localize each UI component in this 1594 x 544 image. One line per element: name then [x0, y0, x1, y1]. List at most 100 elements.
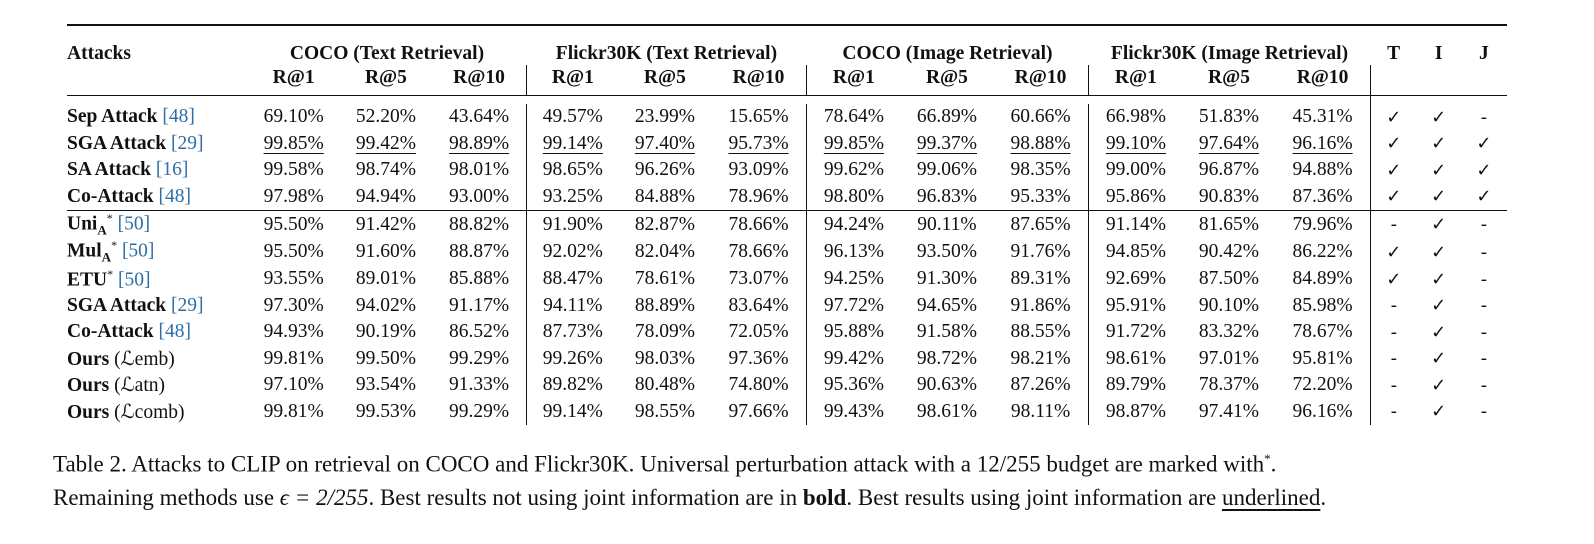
table-cell: 93.55%	[263, 268, 324, 290]
citation-link[interactable]: [50]	[117, 269, 151, 291]
header-metric: R@5	[925, 67, 968, 88]
table-row: MulA* [50] 95.50% 91.60% 88.87% 92.02% 82.04%…	[67, 238, 1507, 266]
table-cell: 78.37%	[1198, 374, 1260, 396]
table-cell: 94.85%	[1087, 238, 1183, 266]
attack-label: Ours	[67, 348, 110, 370]
table-cell: 74.80%	[728, 374, 789, 396]
attack-label: Uni	[67, 213, 98, 235]
table-cell: 99.85%	[805, 130, 901, 157]
table-cell: 87.65%	[993, 210, 1089, 239]
checkmark-icon: ✓	[1431, 295, 1447, 317]
citation-link[interactable]: [50]	[117, 213, 151, 235]
table-cell: 72.20%	[1292, 374, 1353, 396]
table-cell: 98.87%	[1087, 398, 1183, 425]
table-cell: 97.41%	[1198, 400, 1260, 422]
table-cell: 79.96%	[1275, 210, 1371, 239]
table-cell: 80.48%	[634, 374, 695, 396]
header-group-flickr-image: Flickr30K (Image Retrieval)	[1088, 24, 1371, 65]
table-cell: 92.69%	[1087, 265, 1183, 293]
table-cell: 95.88%	[805, 318, 901, 346]
table-cell: 98.01%	[448, 159, 510, 181]
header-group-flickr-text: Flickr30K (Text Retrieval)	[526, 24, 807, 65]
table-cell: 99.81%	[263, 400, 324, 422]
table-cell: 98.03%	[634, 347, 695, 369]
table-body: Sep Attack [48] 69.10% 52.20% 43.64% 49.57% 2…	[67, 104, 1507, 425]
header-group-coco-image: COCO (Image Retrieval)	[806, 24, 1089, 65]
checkmark-icon: ✓	[1431, 374, 1447, 396]
table-row: Ours (ℒcomb) 99.81% 99.53% 99.29% 99.14% 98.5…	[67, 398, 1507, 425]
table-cell: 96.83%	[916, 185, 977, 207]
table-cell: 87.73%	[525, 318, 619, 346]
citation-link[interactable]: [48]	[162, 106, 195, 128]
table-cell: 92.02%	[525, 238, 619, 266]
dash-icon: -	[1460, 210, 1507, 239]
citation-link[interactable]: [29]	[171, 132, 204, 154]
table-cell: 99.62%	[805, 157, 901, 184]
table-cell: 78.96%	[728, 185, 789, 207]
caption-text: . Best results using joint information a…	[846, 484, 1222, 510]
table-cell: 73.07%	[728, 268, 789, 290]
dash-icon: -	[1480, 374, 1488, 396]
table-row: ETU* [50] 93.55% 89.01% 85.88% 88.47% 78.61% 7…	[67, 265, 1507, 293]
checkmark-icon: ✓	[1370, 157, 1417, 184]
header-flag-t: T	[1370, 24, 1417, 65]
table-cell: 78.67%	[1292, 321, 1353, 343]
table-cell: 97.10%	[263, 374, 324, 396]
attack-label: Co-Attack	[67, 185, 154, 207]
table-cell: 96.16%	[1292, 400, 1353, 422]
row-attack-name: SA Attack [16]	[67, 157, 248, 184]
row-attack-name: Ours (ℒatn)	[67, 372, 248, 399]
header-metric: R@10	[1296, 67, 1349, 88]
table-cell: 99.29%	[448, 400, 510, 422]
table-cell: 90.10%	[1198, 294, 1260, 316]
table-cell: 91.90%	[525, 210, 619, 239]
table-cell: 82.87%	[618, 210, 712, 239]
citation-link[interactable]: [29]	[171, 294, 204, 316]
dash-icon: -	[1480, 106, 1488, 128]
table-cell: 91.60%	[355, 241, 416, 263]
caption-text: . Best results not using joint informati…	[368, 484, 803, 510]
attack-subscript: A	[97, 222, 107, 238]
table-cell: 96.13%	[805, 238, 901, 266]
row-attack-name: Ours (ℒemb)	[67, 345, 248, 372]
citation-link[interactable]: [16]	[155, 159, 189, 181]
table-cell: 90.42%	[1198, 241, 1260, 263]
row-attack-name: Co-Attack [48]	[67, 319, 248, 346]
table-cell: 88.82%	[432, 210, 527, 239]
dash-icon: -	[1480, 321, 1488, 343]
citation-link[interactable]: [48]	[158, 321, 192, 343]
results-table: Attacks COCO (Text Retrieval) Flickr30K …	[67, 24, 1507, 425]
table-cell: 90.11%	[900, 210, 994, 239]
table-cell: 97.01%	[1198, 347, 1260, 369]
caption-underlined-word: underlined	[1221, 484, 1321, 510]
table-cell: 78.64%	[805, 104, 901, 131]
row-attack-name: Co-Attack [48]	[67, 184, 248, 211]
row-attack-name: SGA Attack [29]	[67, 131, 248, 158]
checkmark-icon: ✓	[1476, 159, 1492, 181]
dash-icon: -	[1370, 345, 1417, 372]
table-cell: 99.06%	[916, 159, 977, 181]
table-cell: 95.91%	[1087, 292, 1183, 319]
table-cell: 99.53%	[355, 400, 416, 422]
header-metric: R@10	[732, 67, 785, 88]
table-cell: 51.83%	[1198, 106, 1260, 128]
table-cell: 95.86%	[1087, 183, 1183, 211]
dash-icon: -	[1480, 295, 1488, 317]
caption-asterisk: *	[1264, 451, 1271, 466]
caption-epsilon: ϵ = 2/255	[279, 484, 369, 510]
header-metric: R@1	[525, 65, 619, 96]
citation-link[interactable]: [48]	[158, 185, 192, 207]
checkmark-icon: ✓	[1476, 133, 1492, 155]
table-cell: 86.22%	[1292, 241, 1353, 263]
checkmark-icon: ✓	[1370, 183, 1417, 211]
checkmark-icon: ✓	[1431, 159, 1447, 181]
table-cell: 94.24%	[805, 210, 901, 239]
table-cell: 93.00%	[448, 185, 510, 207]
attack-label: ETU	[67, 269, 108, 291]
table-cell: 95.73%	[728, 132, 789, 154]
checkmark-icon: ✓	[1370, 238, 1417, 266]
row-attack-name: SGA Attack [29]	[67, 292, 248, 319]
citation-link[interactable]: [50]	[121, 240, 155, 262]
table-cell: 97.72%	[805, 292, 901, 319]
table-cell: 98.65%	[525, 157, 619, 184]
